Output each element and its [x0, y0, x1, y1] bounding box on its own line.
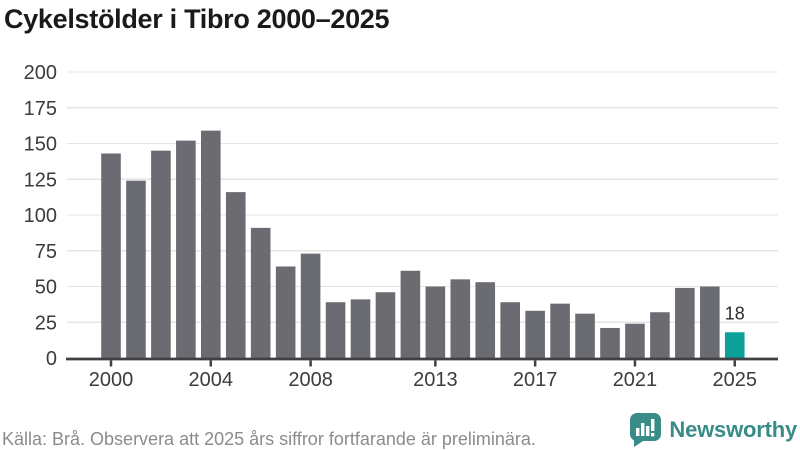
x-tick-label: 2008 — [288, 369, 333, 391]
bar — [101, 153, 121, 358]
y-tick-label: 25 — [35, 312, 57, 334]
bar — [176, 140, 196, 358]
y-tick-label: 0 — [46, 348, 57, 370]
bar — [126, 180, 146, 358]
bar — [625, 323, 645, 358]
y-tick-label: 150 — [24, 134, 57, 156]
bar — [600, 327, 620, 358]
chart-title: Cykelstölder i Tibro 2000–2025 — [4, 4, 390, 34]
x-tick-label: 2025 — [713, 369, 758, 391]
newsworthy-logo-icon — [630, 413, 662, 447]
bar — [450, 279, 471, 358]
x-axis-labels: 2000 2004 2008 2013 2017 2021 2025 — [89, 360, 758, 391]
newsworthy-wordmark: Newsworthy — [669, 417, 797, 442]
bar — [475, 282, 496, 358]
bar — [500, 302, 520, 358]
bar — [700, 286, 720, 358]
bar — [225, 192, 246, 358]
bar — [525, 310, 545, 358]
bars — [101, 130, 745, 358]
bar — [275, 266, 296, 358]
source-note: Källa: Brå. Observera att 2025 års siffr… — [2, 429, 536, 449]
bar — [300, 253, 321, 358]
x-tick-label: 2000 — [89, 369, 134, 391]
bar — [325, 302, 346, 358]
highlight-bar — [724, 332, 745, 358]
y-tick-label: 125 — [24, 169, 57, 191]
x-tick-label: 2017 — [513, 369, 558, 391]
y-axis-labels: 0 25 50 75 100 125 150 175 200 — [24, 62, 57, 370]
bar — [201, 130, 221, 358]
bar — [250, 227, 271, 358]
newsworthy-logo: Newsworthy — [629, 412, 797, 448]
bar — [650, 312, 670, 358]
y-tick-label: 200 — [24, 62, 57, 84]
bar — [550, 303, 570, 358]
bar — [425, 286, 446, 358]
y-tick-label: 100 — [24, 205, 57, 227]
y-tick-label: 75 — [35, 241, 57, 263]
y-tick-label: 50 — [35, 277, 57, 299]
y-tick-label: 175 — [24, 98, 57, 120]
grid-lines — [67, 71, 778, 323]
x-tick-label: 2004 — [189, 369, 234, 391]
x-tick-label: 2013 — [413, 369, 458, 391]
bar — [151, 150, 171, 358]
bar — [350, 299, 371, 358]
bar — [400, 270, 421, 358]
highlight-value-label: 18 — [725, 303, 745, 323]
bar — [675, 287, 695, 358]
x-tick-label: 2021 — [613, 369, 658, 391]
bar — [375, 292, 396, 358]
bar — [575, 313, 595, 358]
